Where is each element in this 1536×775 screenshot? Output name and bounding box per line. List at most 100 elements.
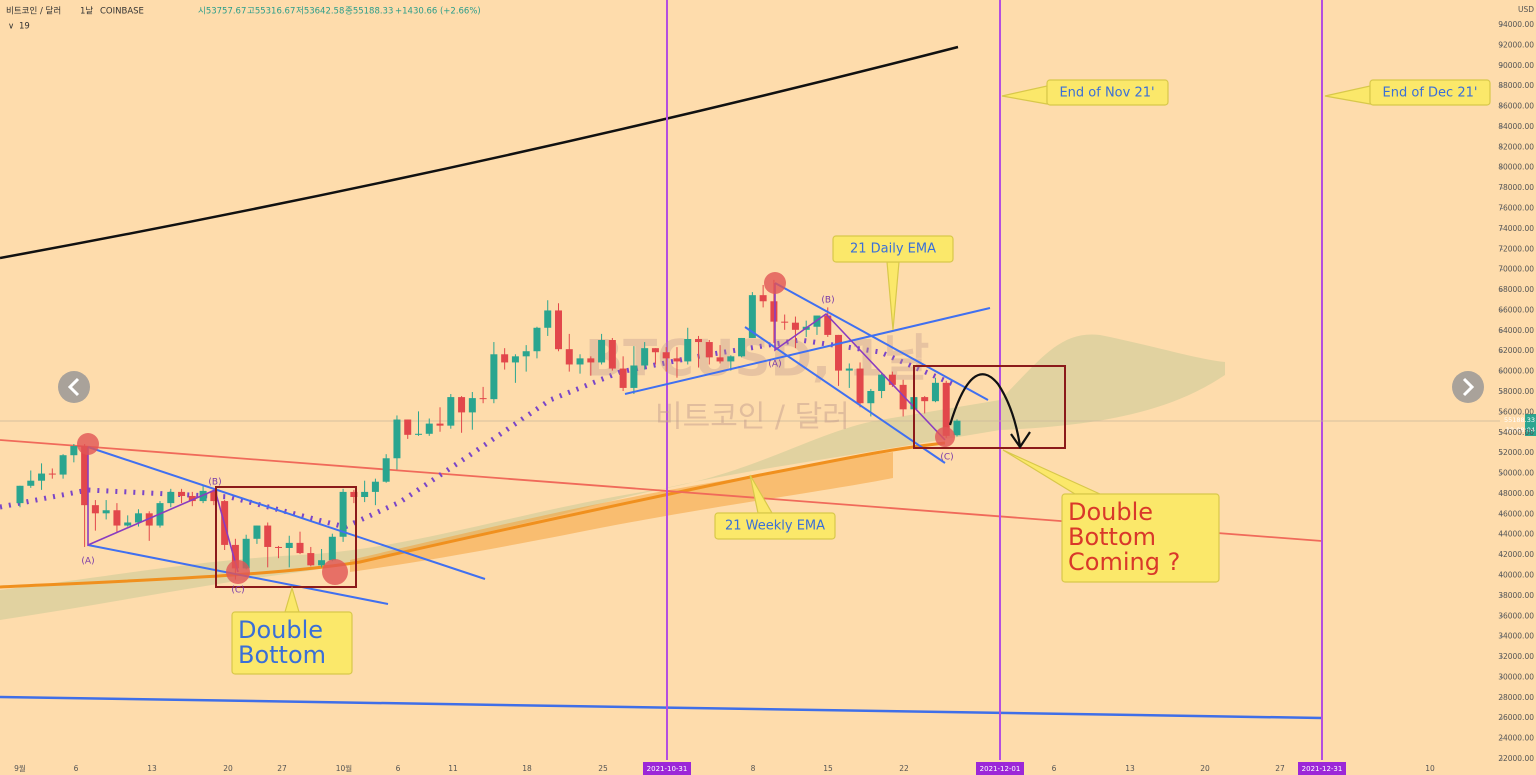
x-tick-label: 25	[598, 764, 608, 773]
candle-body	[953, 420, 961, 436]
candle-body	[102, 510, 110, 514]
callout-text: End of Dec 21'	[1383, 86, 1478, 101]
candle-body	[70, 446, 78, 456]
callout-text: Bottom	[238, 641, 326, 669]
candle-body	[759, 295, 767, 302]
x-tick-label: 10	[1425, 764, 1435, 773]
candle-body	[835, 334, 843, 371]
x-tick-label: 11	[448, 764, 458, 773]
y-tick-label: 40000.00	[1498, 571, 1534, 580]
y-tick-label: 50000.00	[1498, 469, 1534, 478]
y-tick-label: 42000.00	[1498, 550, 1534, 559]
candle-body	[425, 423, 433, 434]
candle-body	[458, 397, 466, 413]
period-lines	[666, 0, 1323, 760]
point-label: (C)	[940, 453, 953, 463]
indicator-count: 19	[19, 22, 30, 32]
abc-path	[87, 447, 239, 573]
boxes	[215, 365, 1066, 588]
candle-body	[318, 560, 326, 566]
candle-body	[565, 349, 573, 365]
abc-path	[774, 283, 946, 441]
y-tick-label: 54000.00	[1498, 428, 1534, 437]
x-tick-label: 27	[277, 764, 287, 773]
y-tick-label: 74000.00	[1498, 224, 1534, 233]
y-tick-label: 22000.00	[1498, 754, 1534, 763]
y-tick-label: 34000.00	[1498, 632, 1534, 641]
candle-body	[727, 356, 735, 362]
trendline	[744, 326, 946, 464]
candle-body	[921, 397, 929, 402]
candle-body	[210, 490, 218, 502]
candle-body	[899, 384, 907, 410]
y-tick-label: 72000.00	[1498, 244, 1534, 253]
y-tick-label: 80000.00	[1498, 163, 1534, 172]
candle-body	[59, 455, 67, 475]
candle-body	[490, 354, 498, 400]
candle-body	[468, 398, 476, 413]
price-tag	[1525, 414, 1536, 436]
candle-body	[307, 553, 315, 566]
x-tick-label: 15	[823, 764, 833, 773]
nav-next[interactable]	[1452, 371, 1484, 403]
chevron	[67, 377, 80, 397]
y-tick-label: 70000.00	[1498, 265, 1534, 274]
y-tick-label: 68000.00	[1498, 285, 1534, 294]
date-tag-label: 2021-10-31	[647, 765, 688, 773]
candle-body	[931, 382, 939, 402]
candle-body	[339, 491, 347, 537]
candle-body	[501, 354, 509, 363]
high: 고55316.67	[247, 7, 295, 17]
candle-body	[705, 342, 713, 358]
y-tick-label: 32000.00	[1498, 652, 1534, 661]
candle-body	[608, 340, 616, 369]
date-tag	[643, 762, 691, 775]
callout	[1369, 79, 1491, 106]
abc-paths	[87, 283, 946, 573]
x-tick-label: 13	[1125, 764, 1135, 773]
callout	[714, 512, 836, 540]
x-tick-label: 10월	[336, 763, 353, 773]
x-tick-label: 8	[751, 764, 756, 773]
candle-body	[673, 358, 681, 362]
candle-body	[845, 368, 853, 371]
candle-body	[748, 295, 756, 338]
nav-prev[interactable]	[58, 371, 90, 403]
x-tick-label: 27	[1275, 764, 1285, 773]
x-tick-label: 20	[223, 764, 233, 773]
y-tick-label: 90000.00	[1498, 61, 1534, 70]
callout-text: Coming ?	[1068, 548, 1180, 576]
weekly-ema	[0, 441, 946, 589]
candle-body	[167, 491, 175, 504]
annotations: (A) (B) (C) (A) (B) (C) End of Nov 21' E…	[58, 79, 1491, 675]
candles	[16, 279, 961, 580]
y-tick-label: 44000.00	[1498, 530, 1534, 539]
y-tick-label: 48000.00	[1498, 489, 1534, 498]
marker	[935, 427, 955, 447]
candle-body	[544, 310, 552, 328]
candle-body	[393, 419, 401, 459]
candle-body	[641, 348, 649, 366]
date-tag-label: 2021-12-31	[1302, 765, 1343, 773]
candle-body	[145, 513, 153, 526]
trendline	[774, 282, 989, 401]
ema-band	[350, 452, 893, 572]
low: 저53642.58	[296, 7, 344, 17]
collapse[interactable]: ∨	[8, 22, 14, 32]
y-tick-label: 38000.00	[1498, 591, 1534, 600]
candle-body	[576, 358, 584, 365]
x-tick-label: 6	[1052, 764, 1057, 773]
candle-body	[662, 352, 670, 359]
y-tick-label: 66000.00	[1498, 305, 1534, 314]
y-tick-label: 52000.00	[1498, 448, 1534, 457]
candle-body	[48, 473, 56, 475]
candle-body	[651, 348, 659, 353]
y-tick-label: 60000.00	[1498, 367, 1534, 376]
candle-body	[856, 368, 864, 404]
candle-body	[382, 458, 390, 482]
candle-body	[188, 495, 196, 502]
callout-text: End of Nov 21'	[1059, 86, 1154, 101]
trendline	[87, 446, 486, 580]
countdown: 10:08:04	[1506, 426, 1535, 434]
